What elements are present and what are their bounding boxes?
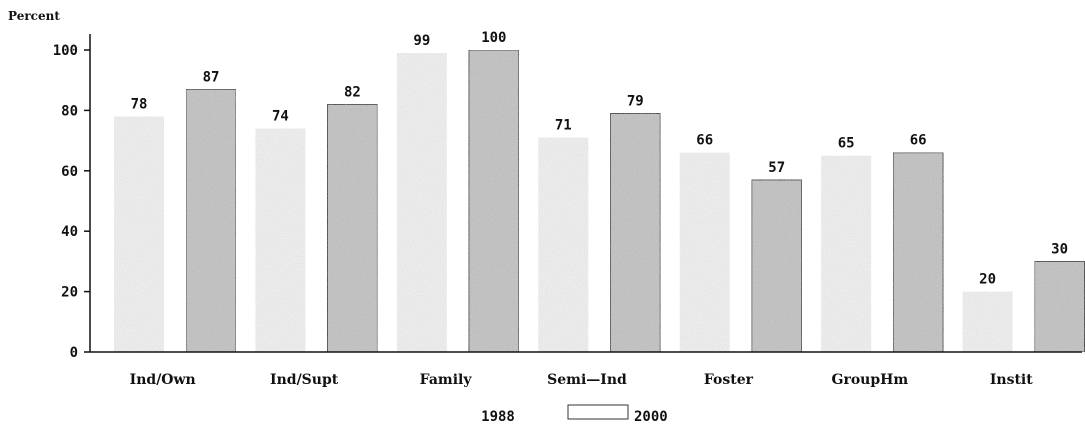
data-label-2000-4: 57 xyxy=(768,160,785,176)
y-tick-label: 40 xyxy=(61,224,78,240)
y-tick-label: 0 xyxy=(70,345,78,361)
bar-1988-4 xyxy=(679,152,730,352)
x-category-label: Semi—Ind xyxy=(547,372,627,388)
bar-2000-2 xyxy=(468,49,520,353)
data-label-1988-5: 65 xyxy=(838,136,855,152)
bar-1988-5 xyxy=(821,155,872,352)
y-axis-label: Percent xyxy=(8,9,60,23)
data-label-1988-6: 20 xyxy=(979,272,996,288)
legend-label-1988: 1988 xyxy=(481,409,515,425)
data-label-1988-2: 99 xyxy=(413,33,430,49)
x-category-label: Ind/Own xyxy=(130,372,196,388)
x-axis-categories: Ind/Own Ind/Supt Family Semi—Ind Foster Group… xyxy=(130,372,1034,388)
y-axis-ticks: 0 20 40 60 80 100 xyxy=(53,43,90,361)
x-category-label: Foster xyxy=(704,372,754,388)
x-category-label: Ind/Supt xyxy=(270,372,339,388)
legend-label-2000: 2000 xyxy=(634,409,668,425)
data-label-1988-1: 74 xyxy=(272,109,289,125)
bars xyxy=(114,49,1085,353)
data-label-2000-3: 79 xyxy=(627,93,644,109)
bar-2000-5 xyxy=(892,152,944,353)
bar-1988-0 xyxy=(114,116,164,352)
y-tick-label: 80 xyxy=(61,103,78,119)
bar-2000-3 xyxy=(609,112,661,353)
bar-1988-2 xyxy=(396,53,447,353)
bar-1988-6 xyxy=(962,291,1013,352)
bar-2000-6 xyxy=(1034,260,1085,353)
y-tick-label: 60 xyxy=(61,164,78,180)
bar-2000-1 xyxy=(326,103,378,353)
x-category-label: Family xyxy=(420,372,473,388)
data-label-1988-4: 66 xyxy=(696,133,713,149)
data-label-2000-2: 100 xyxy=(481,30,506,46)
bar-1988-3 xyxy=(538,137,589,352)
data-label-1988-3: 71 xyxy=(555,118,572,134)
data-label-2000-0: 87 xyxy=(203,69,220,85)
y-tick-label: 100 xyxy=(53,43,78,59)
x-category-label: GroupHm xyxy=(832,372,909,388)
data-labels: 78 87 74 82 99 100 71 79 66 57 65 66 20 30 xyxy=(131,30,1068,288)
data-label-2000-1: 82 xyxy=(344,84,361,100)
bar-2000-4 xyxy=(751,179,803,353)
bar-2000-0 xyxy=(185,88,237,353)
data-label-2000-6: 30 xyxy=(1051,241,1068,257)
data-label-1988-0: 78 xyxy=(131,96,148,112)
legend: 1988 2000 xyxy=(481,404,668,425)
data-label-2000-5: 66 xyxy=(910,133,927,149)
bar-1988-1 xyxy=(255,128,306,352)
legend-swatch-2000 xyxy=(567,404,629,420)
x-category-label: Instit xyxy=(990,372,1033,388)
y-tick-label: 20 xyxy=(61,285,78,301)
